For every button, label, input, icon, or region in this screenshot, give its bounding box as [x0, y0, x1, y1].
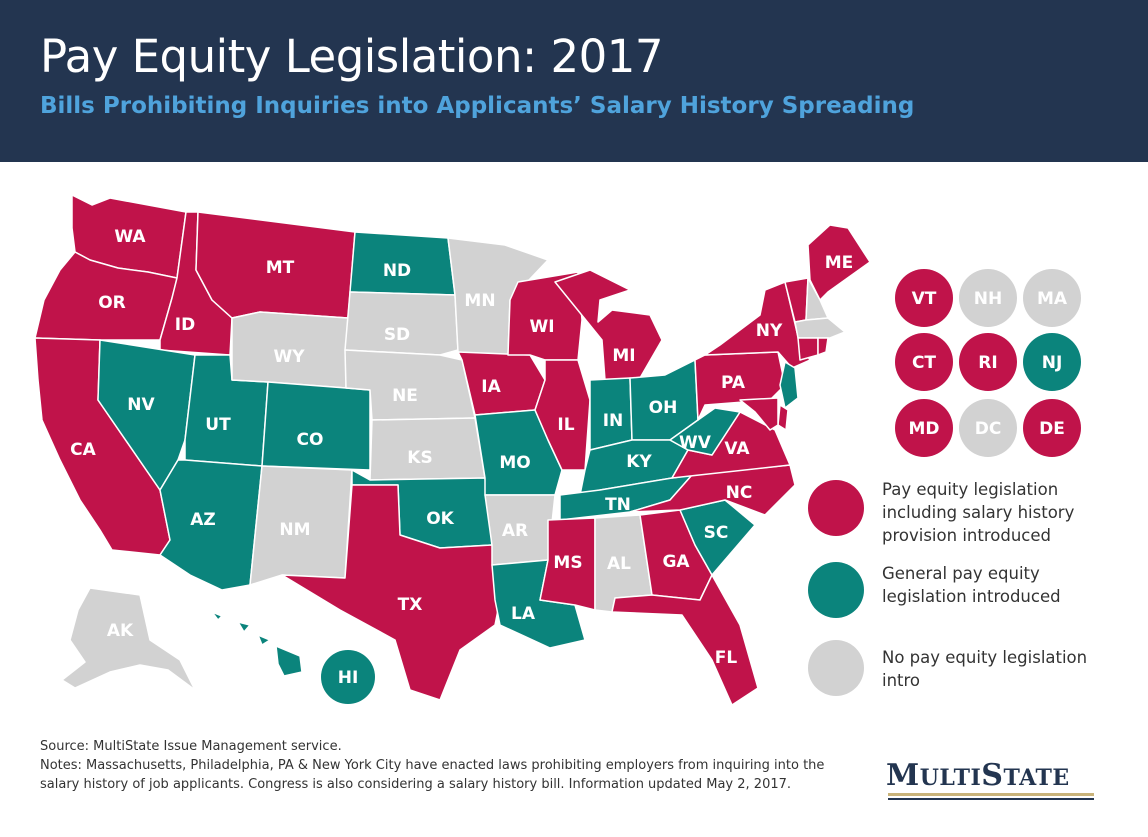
label-sc: SC	[704, 523, 729, 543]
circle-label-md: MD	[908, 419, 939, 439]
label-ne: NE	[392, 386, 418, 406]
circle-ri	[959, 333, 1017, 391]
legend-dot-red	[808, 480, 864, 536]
label-or: OR	[98, 293, 126, 313]
state-il	[534, 359, 591, 471]
label-ga: GA	[662, 552, 690, 572]
label-ia: IA	[481, 377, 501, 397]
label-wi: WI	[529, 317, 554, 337]
label-wv: WV	[679, 433, 712, 453]
logo-rule-gold	[888, 793, 1094, 796]
label-nd: ND	[383, 261, 411, 281]
state-nj	[779, 361, 799, 409]
legend-dot-gray	[808, 640, 864, 696]
label-nv: NV	[127, 395, 155, 415]
circle-label-ri: RI	[978, 353, 997, 373]
label-mi: MI	[612, 346, 635, 366]
circle-label-ma: MA	[1037, 289, 1068, 309]
header-banner: Pay Equity Legislation: 2017 Bills Prohi…	[0, 0, 1148, 162]
logo-rule-navy	[888, 798, 1094, 800]
label-wa: WA	[114, 227, 146, 247]
state-co	[261, 381, 371, 471]
state-fl	[611, 574, 759, 706]
label-pa: PA	[721, 373, 746, 393]
small-states-grid: VT NH MA CT RI NJ MD DC DE	[895, 269, 1081, 457]
state-labels: WA OR CA ID MT NV UT AZ WY CO NM ND SD N…	[70, 227, 853, 688]
state-mi	[554, 269, 663, 381]
label-oh: OH	[649, 398, 678, 418]
state-tx	[281, 484, 501, 701]
circle-ct	[895, 333, 953, 391]
circle-nh	[959, 269, 1017, 327]
label-ks: KS	[407, 448, 432, 468]
label-ca: CA	[70, 440, 96, 460]
page-subtitle: Bills Prohibiting Inquiries into Applica…	[40, 93, 915, 119]
state-sd	[344, 291, 459, 356]
legend-dot-teal	[808, 562, 864, 618]
label-ky: KY	[626, 452, 652, 472]
label-fl: FL	[715, 648, 738, 668]
label-mn: MN	[464, 291, 495, 311]
multistate-logo: MULTISTATE	[886, 758, 1096, 808]
label-ut: UT	[205, 415, 231, 435]
state-ak	[61, 587, 196, 691]
label-tn: TN	[605, 495, 631, 515]
label-va: VA	[724, 439, 750, 459]
label-ak: AK	[107, 621, 134, 641]
label-nc: NC	[726, 483, 753, 503]
legend-label-gray: No pay equity legislation intro	[882, 648, 1088, 690]
circle-label-nj: NJ	[1042, 353, 1063, 373]
label-mt: MT	[266, 258, 295, 278]
source-text: Source: MultiState Issue Management serv…	[40, 739, 342, 754]
circle-ma	[1023, 269, 1081, 327]
circle-md	[895, 399, 953, 457]
label-in: IN	[603, 411, 624, 431]
label-co: CO	[297, 430, 324, 450]
label-id: ID	[175, 315, 195, 335]
legend-item-red: Pay equity legislation including salary …	[808, 478, 1108, 548]
circle-label-nh: NH	[974, 289, 1002, 309]
label-tx: TX	[398, 595, 423, 615]
label-az: AZ	[190, 510, 215, 530]
label-sd: SD	[384, 325, 410, 345]
label-nm: NM	[279, 520, 310, 540]
label-ar: AR	[502, 521, 528, 541]
circle-label-dc: DC	[975, 419, 1002, 439]
circle-vt	[895, 269, 953, 327]
circle-de	[1023, 399, 1081, 457]
legend-item-teal: General pay equity legislation introduce…	[808, 562, 1108, 622]
label-al: AL	[607, 554, 631, 574]
state-de	[777, 404, 789, 431]
legend-item-gray: No pay equity legislation intro	[808, 640, 1108, 700]
circle-label-de: DE	[1039, 419, 1065, 439]
page-title: Pay Equity Legislation: 2017	[40, 30, 663, 83]
circle-label-ct: CT	[912, 353, 936, 373]
label-il: IL	[557, 415, 574, 435]
label-la: LA	[511, 604, 536, 624]
state-ct	[797, 337, 819, 361]
label-wy: WY	[273, 347, 305, 367]
circle-label-vt: VT	[912, 289, 937, 309]
hi-circle	[321, 650, 375, 704]
footer-notes: Source: MultiState Issue Management serv…	[40, 737, 840, 794]
us-map: WA OR CA ID MT NV UT AZ WY CO NM ND SD N…	[34, 194, 1081, 706]
state-ma	[794, 317, 846, 339]
notes-text: Notes: Massachusetts, Philadelphia, PA &…	[40, 758, 825, 792]
legend-label-teal: General pay equity legislation introduce…	[882, 564, 1061, 606]
label-me: ME	[825, 253, 854, 273]
label-hi: HI	[338, 668, 359, 688]
logo-text: MULTISTATE	[886, 758, 1070, 793]
state-hi	[211, 611, 303, 677]
label-mo: MO	[499, 453, 530, 473]
label-ms: MS	[553, 553, 582, 573]
state-ri	[817, 337, 829, 356]
circle-nj	[1023, 333, 1081, 391]
state-md	[739, 397, 779, 431]
label-ok: OK	[426, 509, 454, 529]
circle-dc	[959, 399, 1017, 457]
legend-label-red: Pay equity legislation including salary …	[882, 480, 1075, 545]
label-ny: NY	[756, 321, 783, 341]
